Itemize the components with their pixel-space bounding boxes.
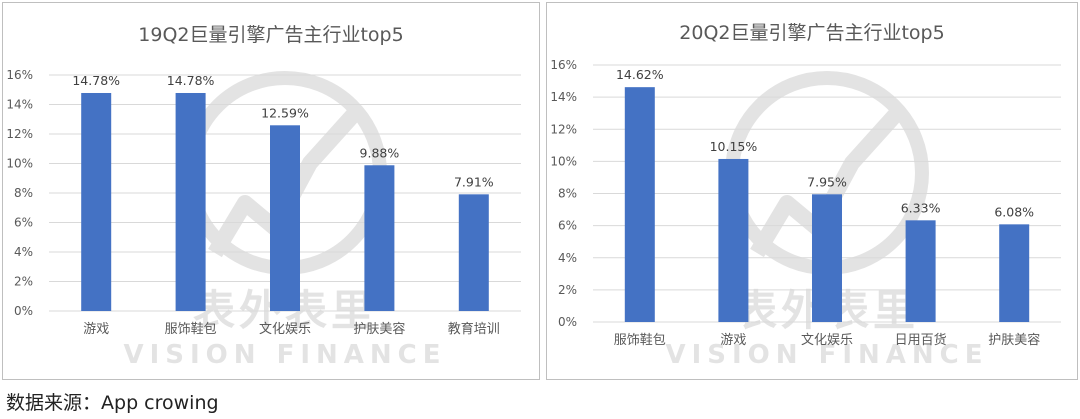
y-tick-label: 12% [6,127,33,141]
bar [812,194,842,322]
y-tick-label: 14% [550,90,577,104]
y-tick-label: 8% [558,187,577,201]
bar [624,87,655,322]
y-tick-label: 10% [6,157,33,171]
data-label: 10.15% [710,139,758,154]
y-tick-label: 2% [558,283,577,297]
y-tick-label: 0% [14,304,33,318]
data-source-value: App crowing [101,392,219,414]
data-label: 7.95% [807,174,847,189]
x-tick-label: 教育培训 [448,321,500,337]
y-tick-label: 14% [6,98,33,112]
data-label: 14.78% [72,73,120,88]
data-label: 14.78% [167,73,215,88]
bar [999,224,1030,322]
data-label: 9.88% [360,145,400,160]
x-tick-label: 游戏 [720,333,746,348]
watermark-en-text: VISION FINANCE [123,340,446,370]
bar [458,194,489,311]
y-tick-label: 4% [14,245,33,259]
chart-title: 19Q2巨量引擎广告主行业top5 [138,24,403,46]
y-tick-label: 10% [550,154,577,168]
chart-panel-19q2: 表外表里VISION FINANCE19Q2巨量引擎广告主行业top50%2%4… [2,2,540,380]
x-tick-label: 日用百货 [895,332,947,348]
x-tick-label: 护肤美容 [988,332,1040,348]
bar [364,165,395,311]
y-tick-label: 4% [558,251,577,265]
y-tick-label: 0% [558,315,577,329]
x-tick-label: 服饰鞋包 [165,321,217,337]
x-tick-label: 护肤美容 [353,321,405,337]
bar-chart-19q2: 表外表里VISION FINANCE19Q2巨量引擎广告主行业top50%2%4… [6,24,521,370]
data-label: 6.33% [901,200,941,215]
data-label: 14.62% [616,67,664,82]
bar-chart-20q2: 表外表里VISION FINANCE20Q2巨量引擎广告主行业top50%2%4… [550,22,1061,370]
chart-panel-20q2: 表外表里VISION FINANCE20Q2巨量引擎广告主行业top50%2%4… [546,2,1078,380]
bar [175,92,206,312]
x-tick-label: 文化娱乐 [801,333,853,348]
y-tick-label: 6% [14,216,33,230]
x-tick-label: 文化娱乐 [259,322,311,337]
bar [905,220,936,322]
data-source-label: 数据来源： [6,392,102,414]
x-tick-label: 服饰鞋包 [614,332,666,348]
y-tick-label: 8% [14,186,33,200]
data-label: 6.08% [994,204,1034,219]
y-tick-label: 16% [6,68,33,82]
bar [718,158,749,322]
bar [81,92,112,312]
y-tick-label: 16% [550,58,577,72]
y-tick-label: 12% [550,122,577,136]
chart-title: 20Q2巨量引擎广告主行业top5 [679,22,944,44]
data-label: 7.91% [454,174,494,189]
data-label: 12.59% [261,105,309,120]
watermark-en-text: VISION FINANCE [665,340,988,370]
y-tick-label: 2% [14,275,33,289]
bar [270,125,300,311]
y-tick-label: 6% [558,219,577,233]
x-tick-label: 游戏 [83,322,109,337]
data-source-note: 数据来源：App crowing [6,388,219,415]
